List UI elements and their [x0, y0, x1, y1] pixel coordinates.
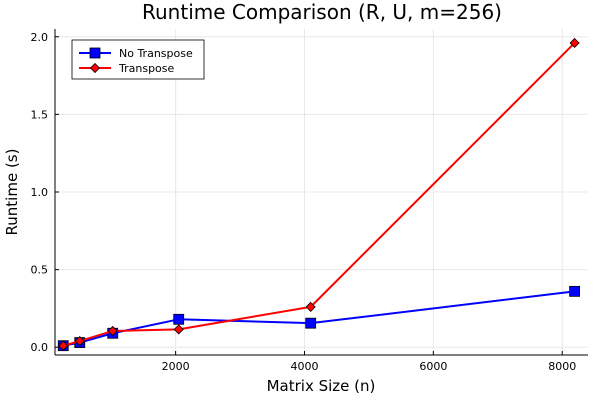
x-axis-ticks: 2000 4000 6000 8000: [162, 351, 576, 373]
legend-label-transpose: Transpose: [118, 62, 175, 75]
data-point-transpose: [74, 335, 85, 347]
data-point-no-transpose: [173, 313, 185, 325]
chart-title: Runtime Comparison (R, U, m=256): [142, 0, 502, 24]
legend-marker-transpose: [89, 62, 101, 74]
y-axis-label: Runtime (s): [3, 149, 21, 236]
data-point-transpose: [58, 340, 69, 351]
y-tick-label: 1.0: [31, 186, 49, 199]
legend-label-no-transpose: No Transpose: [119, 47, 193, 60]
legend: No Transpose Transpose: [71, 39, 205, 80]
y-tick-label: 1.5: [31, 108, 49, 121]
legend-marker-no-transpose: [89, 47, 101, 59]
x-tick-label: 2000: [162, 360, 190, 373]
data-point-no-transpose: [305, 317, 317, 329]
y-axis-ticks: 0.0 0.5 1.0 1.5 2.0: [31, 31, 59, 354]
data-point-no-transpose: [569, 285, 580, 297]
grid-lines: [55, 29, 588, 355]
y-tick-label: 2.0: [31, 31, 49, 44]
data-point-transpose: [305, 301, 316, 312]
data-point-transpose: [107, 325, 118, 337]
data-point-transpose: [173, 324, 184, 335]
data-point-transpose: [569, 37, 580, 49]
x-axis-label: Matrix Size (n): [267, 377, 376, 395]
series-layer: [57, 37, 580, 352]
series-transpose: [58, 37, 580, 351]
legend-box: [71, 39, 205, 80]
series-no-transpose: [57, 285, 580, 352]
x-tick-label: 8000: [548, 360, 576, 373]
y-tick-label: 0.0: [31, 341, 49, 354]
x-tick-label: 6000: [419, 360, 447, 373]
x-tick-label: 4000: [290, 360, 318, 373]
y-tick-label: 0.5: [31, 264, 49, 277]
